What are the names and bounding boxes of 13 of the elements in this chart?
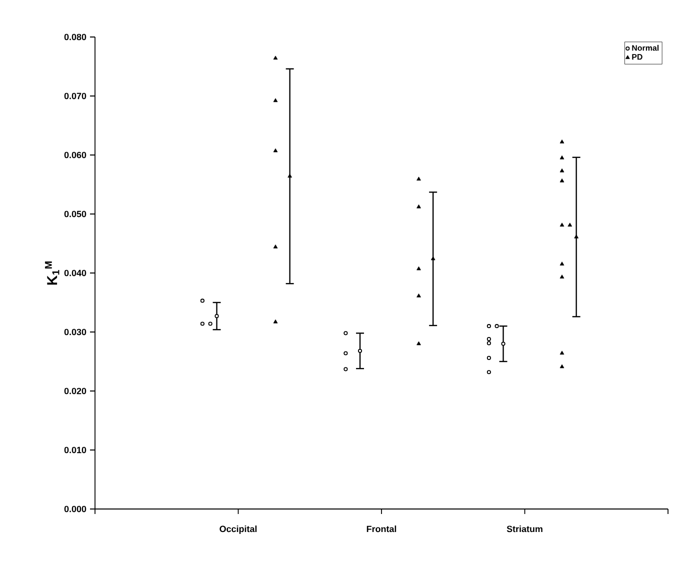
y-tick-label: 0.050 [64, 210, 86, 218]
x-tick-label: Frontal [366, 526, 396, 532]
y-tick-label: 0.060 [64, 152, 86, 158]
x-tick-label: Occipital [220, 526, 257, 534]
y-axis-title: K$_{1}$M [44, 262, 60, 285]
y-tick-label: 0.000 [64, 506, 86, 512]
y-tick-label: 0.020 [64, 388, 86, 394]
x-tick-label: Striatum [506, 526, 542, 532]
y-tick-label: 0.030 [64, 328, 86, 336]
y-tick-label: 0.070 [64, 92, 86, 100]
y-tick-label: 0.080 [64, 34, 86, 40]
y-tick-label: 0.040 [64, 270, 86, 276]
y-tick-label: 0.010 [64, 446, 86, 454]
